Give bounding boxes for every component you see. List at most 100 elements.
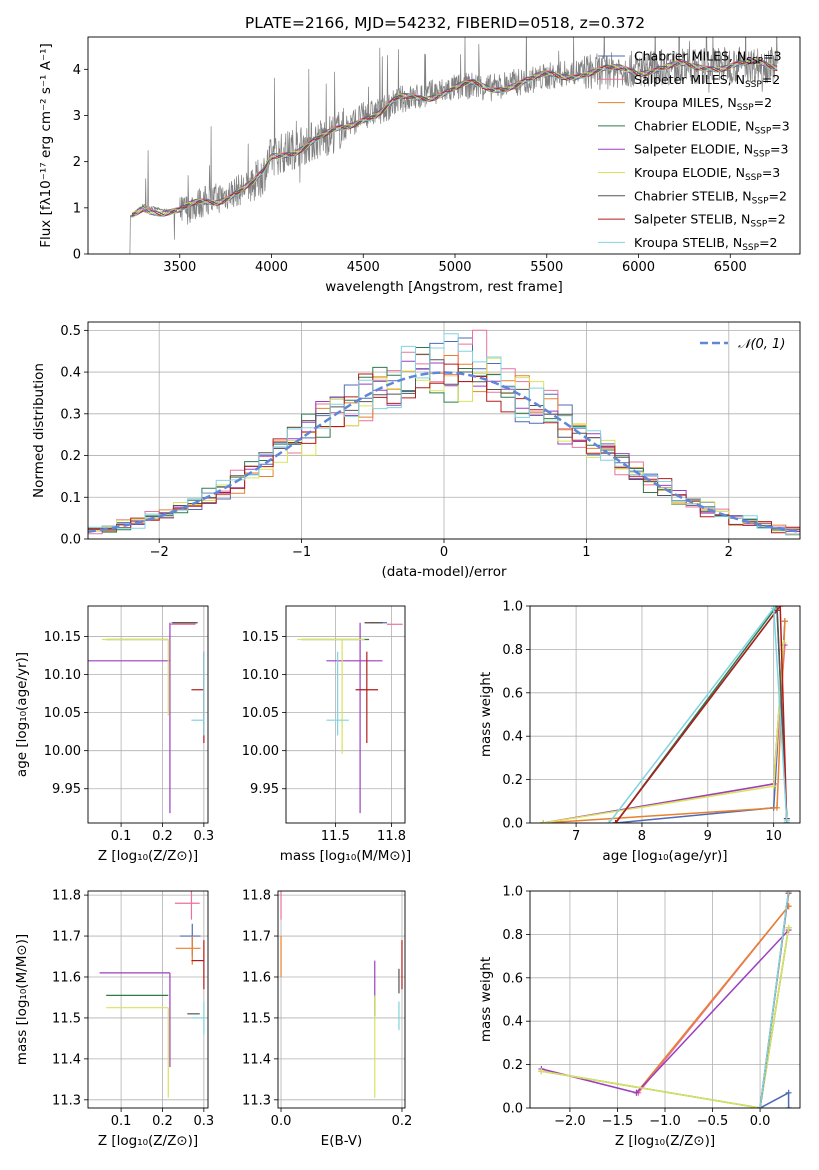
legend-value: =2: [769, 188, 787, 203]
x-axis-label: Z [log₁₀(Z/Z⊙)]: [615, 1133, 715, 1149]
x-tick-label: 5500: [530, 260, 563, 275]
y-tick-label: 0.6: [502, 686, 523, 701]
weight-line-0: [615, 621, 786, 823]
y-tick-label: 11.3: [52, 1093, 81, 1108]
legend-label-7: Salpeter STELIB, NSSP=2: [634, 212, 786, 230]
legend-sub: SSP: [737, 103, 754, 113]
x-tick-label: 10: [765, 829, 782, 844]
x-tick-label: 6500: [714, 260, 747, 275]
legend-sub: SSP: [745, 173, 762, 183]
x-tick-label: 7: [572, 829, 580, 844]
x-axis-label: Z [log₁₀(Z/Z⊙)]: [98, 1133, 198, 1149]
x-tick-label: 0.1: [111, 1114, 132, 1129]
y-axis-label: Normed distribution: [31, 363, 47, 498]
x-tick-label: 1: [582, 545, 590, 560]
x-tick-label: 0.2: [392, 1114, 413, 1129]
weight-marker-5-2: [785, 924, 792, 931]
weight-line-2: [635, 905, 790, 1094]
legend-text: Kroupa STELIB, N: [634, 235, 742, 250]
weight-marker-2-2: [781, 618, 788, 625]
gaussian-curve: [88, 371, 800, 533]
y-tick-label: 0.5: [60, 324, 81, 339]
y-tick-label: 11.5: [52, 1011, 81, 1026]
legend-text: Chabrier MILES, N: [634, 49, 746, 64]
residuals-marks: [88, 329, 800, 536]
weight-marker-8-0: [606, 820, 613, 823]
x-axis-label: Z [log₁₀(Z/Z⊙)]: [98, 848, 198, 864]
weight-line-6: [615, 608, 788, 823]
legend-label-0: Chabrier MILES, NSSP=3: [634, 49, 782, 67]
x-tick-label: −1: [292, 545, 311, 560]
legend-label-1: Salpeter MILES, NSSP=2: [634, 72, 780, 90]
y-tick-label: 11.6: [242, 970, 271, 985]
x-tick-label: −2: [150, 545, 169, 560]
weight-marker-8-0: [757, 1105, 764, 1108]
x-tick-label: 11.5: [321, 829, 350, 844]
y-tick-label: 0: [73, 248, 81, 263]
y-tick-label: 0.2: [502, 1058, 523, 1073]
legend-text: Salpeter MILES, N: [634, 72, 745, 87]
x-axis-label: (data-model)/error: [381, 564, 507, 580]
x-tick-label: −1.0: [649, 1114, 681, 1129]
legend-value: =3: [771, 118, 789, 133]
y-tick-label: 11.5: [242, 1011, 271, 1026]
y-tick-label: 2: [73, 155, 81, 170]
x-tick-label: −2.0: [554, 1114, 586, 1129]
massweight-vs-age-panel: 7 8 9 10 0.0 0.2 0.4 0.6 0.8 1.0 age [log₁₀(age/yr…: [478, 600, 801, 864]
y-tick-label: 11.7: [242, 930, 271, 945]
mass-vs-ebv-marks: [280, 891, 403, 1098]
y-tick-label: 0.3: [60, 407, 81, 422]
y-tick-label: 0.1: [60, 491, 81, 506]
weight-line-0: [759, 1091, 790, 1108]
y-tick-label: 0.8: [502, 643, 523, 658]
legend-text: Kroupa ELODIE, N: [634, 165, 745, 180]
legend-label-6: Chabrier STELIB, NSSP=2: [634, 188, 787, 206]
legend-text: Chabrier ELODIE, N: [634, 118, 754, 133]
y-tick-label: 0.4: [502, 1015, 523, 1030]
legend-label-4: Salpeter ELODIE, NSSP=3: [634, 142, 788, 160]
age-vs-Z-marks: [88, 622, 205, 814]
x-tick-label: 4500: [347, 260, 380, 275]
age-vs-mass-marks: [297, 622, 403, 814]
y-tick-label: 0.0: [60, 533, 81, 548]
legend-gaussian-label: 𝒩(0, 1): [738, 337, 785, 352]
y-tick-label: 11.8: [52, 889, 81, 904]
x-tick-label: 5000: [438, 260, 471, 275]
x-tick-label: −0.5: [697, 1114, 729, 1129]
y-tick-label: 11.3: [242, 1093, 271, 1108]
figure-title: PLATE=2166, MJD=54232, FIBERID=0518, z=0…: [245, 14, 645, 32]
spectrum-panel: 3500 4000 4500 5000 5500 6000 6500 0 1 2 3 4 wavelen…: [38, 36, 801, 295]
axes-frame: [87, 36, 801, 255]
weight-line-1: [543, 645, 786, 823]
massweight-vs-Z-marks: [538, 891, 792, 1108]
legend-value: =2: [754, 95, 772, 110]
x-axis-label: age [log₁₀(age/yr)]: [602, 848, 727, 864]
y-axis-label: Flux [fλ10⁻¹⁷ erg cm⁻² s⁻¹ A⁻¹]: [38, 43, 54, 248]
legend-text: Kroupa MILES, N: [634, 95, 737, 110]
weight-marker-7-1: [777, 606, 784, 609]
x-tick-label: 2: [725, 545, 733, 560]
legend-sub: SSP: [750, 220, 767, 230]
legend-label-8: Kroupa STELIB, NSSP=2: [634, 235, 778, 253]
y-tick-label: 10.00: [44, 744, 81, 759]
x-tick-label: 0: [440, 545, 448, 560]
weight-line-5: [543, 642, 785, 823]
y-tick-label: 9.95: [250, 782, 279, 797]
y-tick-label: 1: [73, 201, 81, 216]
weight-marker-5-1: [770, 783, 777, 790]
legend-sub: SSP: [754, 126, 771, 136]
x-tick-label: 11.8: [377, 829, 406, 844]
weight-line-8: [759, 891, 790, 1108]
legend-text: Salpeter STELIB, N: [634, 212, 750, 227]
legend-sub: SSP: [742, 243, 759, 253]
axes-frame: [87, 890, 209, 1109]
legend-text: Salpeter ELODIE, N: [634, 142, 753, 157]
y-tick-label: 10.05: [242, 706, 279, 721]
mass-vs-Z-panel: 0.1 0.2 0.3 11.3 11.4 11.5 11.6 11.7 11.8 Z [log₁…: [14, 889, 214, 1149]
y-tick-label: 1.0: [502, 600, 523, 615]
x-tick-label: 0.3: [194, 829, 215, 844]
y-tick-label: 11.6: [52, 970, 81, 985]
x-tick-label: 0.3: [194, 1114, 215, 1129]
legend-sub: SSP: [753, 150, 770, 160]
